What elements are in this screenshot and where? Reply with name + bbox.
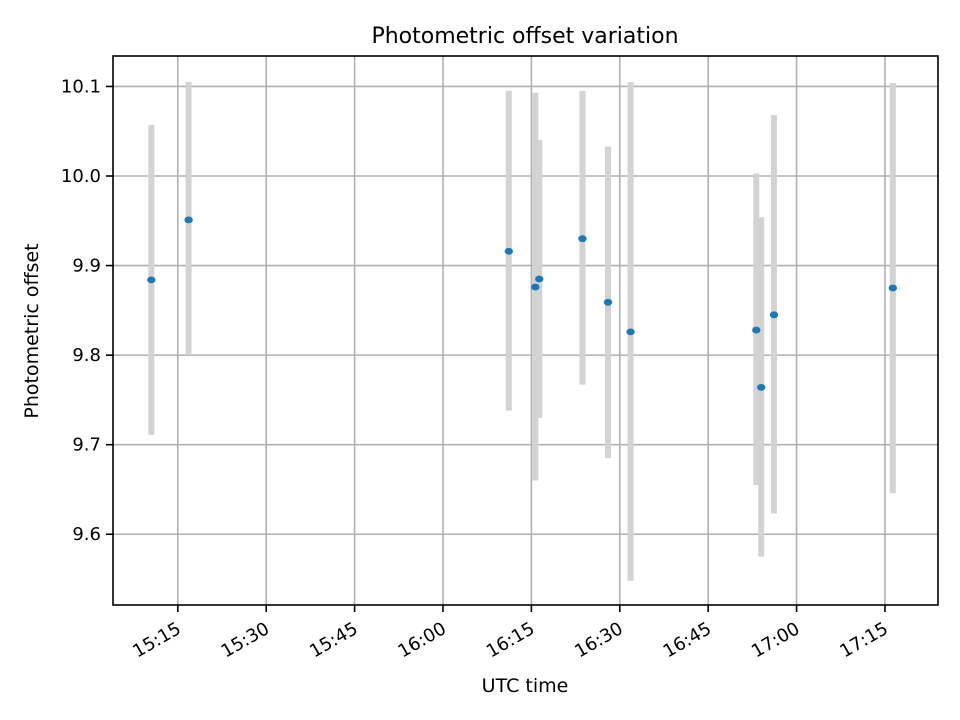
data-point bbox=[504, 247, 514, 255]
point-layer bbox=[147, 216, 898, 391]
x-tick-label: 15:30 bbox=[218, 618, 273, 662]
y-tick-label: 9.6 bbox=[72, 524, 101, 545]
x-tick-label: 16:45 bbox=[660, 618, 715, 662]
grid-layer bbox=[113, 56, 938, 605]
x-axis-label: UTC time bbox=[482, 675, 569, 697]
y-tick-label: 10.1 bbox=[61, 76, 101, 97]
data-point bbox=[147, 276, 156, 284]
data-point bbox=[888, 284, 898, 292]
plot-frame bbox=[112, 55, 939, 606]
data-point bbox=[752, 326, 761, 334]
y-tick-label: 10.0 bbox=[61, 166, 101, 187]
tick-layer: 15:15 15:30 15:45 16:00 16:15 16:30 16:45 17:00… bbox=[61, 76, 892, 662]
y-tick-label: 9.8 bbox=[72, 345, 101, 366]
y-tick-label: 9.7 bbox=[72, 435, 101, 456]
data-point bbox=[531, 283, 540, 291]
x-tick-label: 17:00 bbox=[748, 618, 803, 662]
y-tick-label: 9.9 bbox=[72, 256, 101, 277]
data-point bbox=[757, 383, 766, 391]
data-point bbox=[184, 216, 193, 224]
x-tick-label: 17:15 bbox=[836, 618, 891, 662]
x-tick-label: 16:15 bbox=[483, 618, 538, 662]
x-tick-label: 16:00 bbox=[394, 618, 449, 662]
data-point bbox=[578, 235, 587, 243]
chart-title: Photometric offset variation bbox=[371, 24, 678, 49]
data-point bbox=[535, 275, 544, 283]
x-tick-label: 15:15 bbox=[129, 618, 184, 662]
data-point bbox=[603, 298, 613, 306]
data-point bbox=[769, 311, 779, 319]
y-axis-label: Photometric offset bbox=[21, 243, 43, 418]
x-tick-label: 16:30 bbox=[571, 618, 626, 662]
x-tick-label: 15:45 bbox=[306, 618, 361, 662]
data-point bbox=[626, 328, 635, 336]
error-bar-layer bbox=[148, 81, 896, 581]
